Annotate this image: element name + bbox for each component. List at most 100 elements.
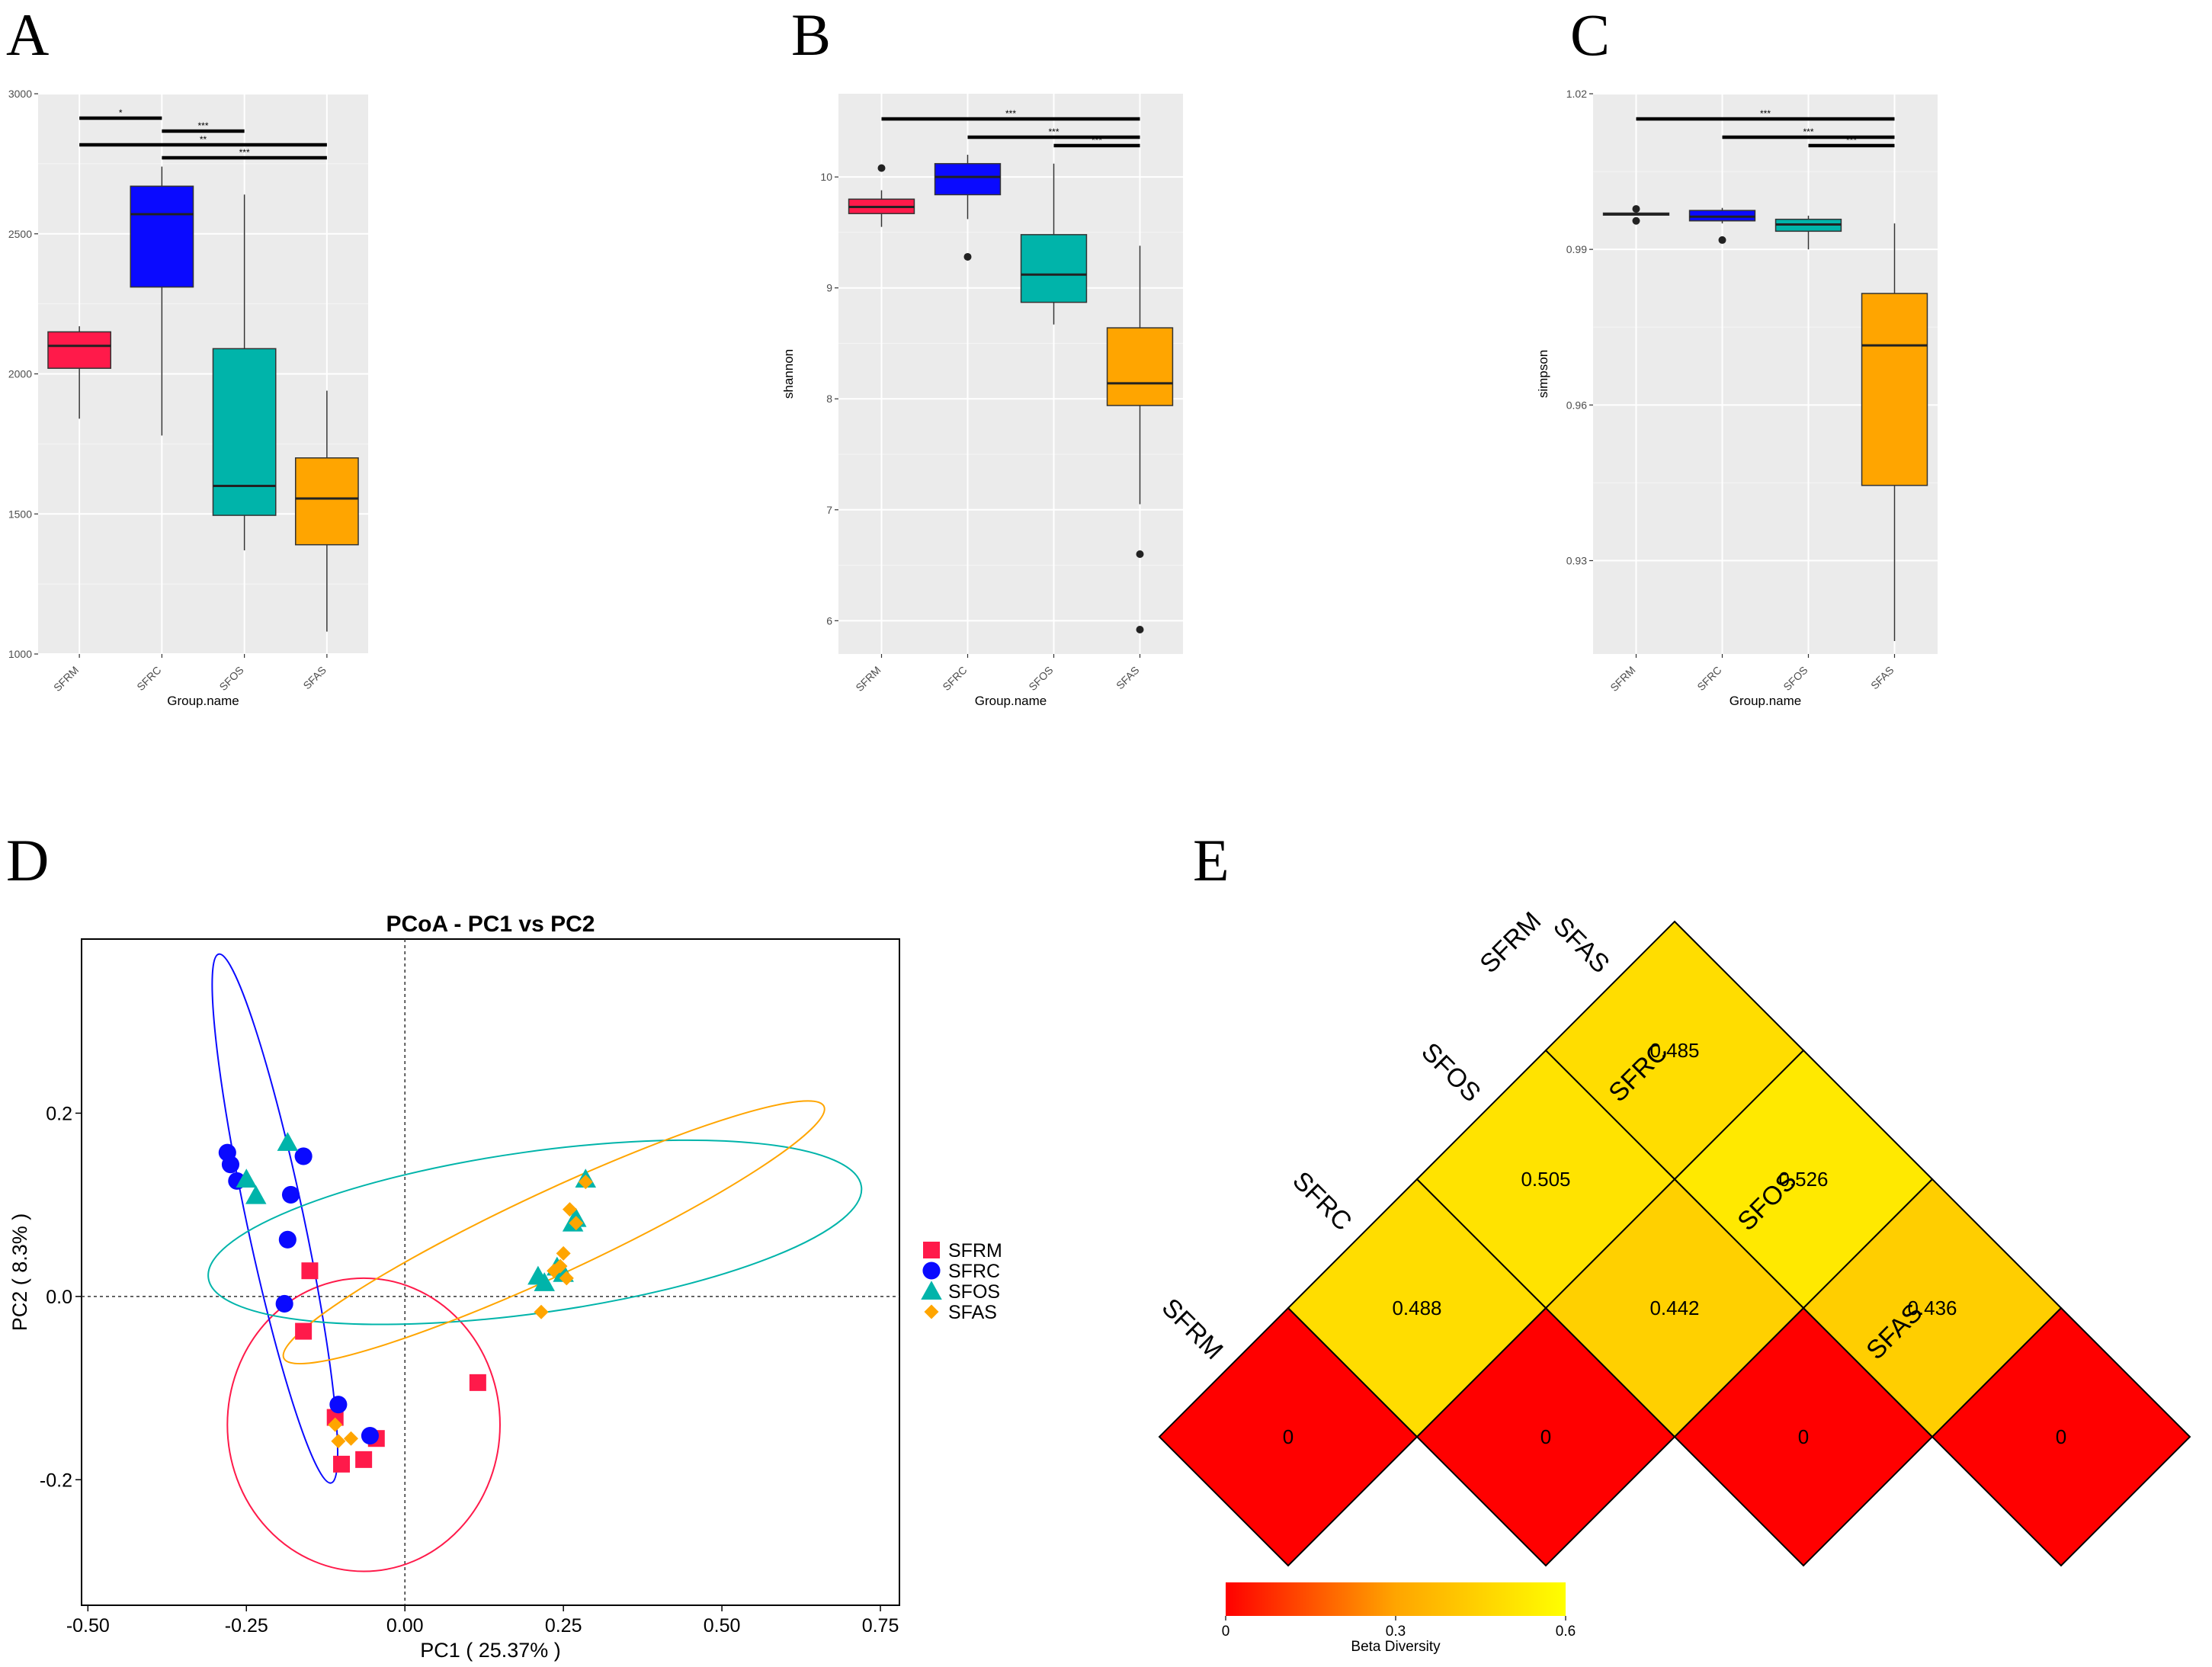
heatmap-value: 0.436	[1907, 1297, 1957, 1319]
heatmap-value: 0.526	[1778, 1168, 1828, 1191]
colorbar-title: Beta Diversity	[1351, 1639, 1441, 1655]
y-tick-label: 8	[826, 393, 832, 405]
point-sfrm	[301, 1262, 319, 1280]
significance-label: ***	[239, 147, 250, 158]
point-sfrc	[221, 1156, 240, 1174]
x-tick-label: 0.50	[704, 1615, 741, 1637]
point-sfos	[245, 1185, 267, 1204]
x-tick-label: 0.25	[545, 1615, 582, 1637]
box-sfos	[1020, 234, 1088, 303]
panel-b-shannon-boxplot: 6 7 8 9 10 SFRM SFRC SFOS SFAS *** *** *** Group.nam…	[781, 94, 1183, 708]
panel-d-pcoa-scatter: PCoA - PC1 vs PC2 -0.50 -0.25 0.00 0.25 0.50 0…	[8, 912, 1002, 1662]
x-tick-label: SFRM	[1608, 664, 1637, 694]
box-sfrc	[130, 185, 194, 288]
point-sfas	[534, 1304, 549, 1319]
outlier-point	[1718, 236, 1726, 244]
point-sfas	[562, 1202, 577, 1217]
significance-label: ***	[197, 120, 208, 131]
y-tick-label: 7	[826, 504, 832, 516]
box-sfrc	[934, 162, 1002, 196]
panel-label-b: B	[791, 2, 831, 68]
x-tick-label: 0.75	[862, 1615, 899, 1637]
heatmap-value: 0.505	[1521, 1168, 1570, 1191]
panel-label-c: C	[1570, 2, 1610, 68]
box-sfos	[212, 348, 277, 516]
heatmap-row-label: SFRC	[1287, 1166, 1357, 1236]
y-axis-title: shannon	[781, 349, 796, 399]
heatmap-value: 0	[2056, 1425, 2066, 1448]
point-sfrc	[329, 1396, 348, 1414]
significance-label: **	[200, 134, 207, 145]
significance-label: ***	[1846, 135, 1857, 146]
heatmap-value: 0	[1798, 1425, 1809, 1448]
x-axis-title: Group.name	[1730, 694, 1802, 708]
point-sfrc	[275, 1294, 293, 1313]
y-axis-title: PC2 ( 8.3% )	[8, 1213, 31, 1332]
panel-label-a: A	[6, 2, 49, 68]
point-sfas	[569, 1216, 584, 1231]
point-sfrc	[294, 1147, 313, 1165]
y-tick-label: 3000	[8, 88, 32, 100]
significance-label: ***	[1760, 108, 1771, 119]
legend-label: SFOS	[948, 1281, 1000, 1303]
outlier-point	[1632, 205, 1640, 213]
box-sfas	[1106, 327, 1174, 406]
x-tick-label: SFRC	[1694, 664, 1723, 693]
x-tick-label: SFRC	[940, 664, 969, 693]
point-sfrc	[281, 1185, 300, 1204]
x-axis-title: Group.name	[167, 694, 239, 708]
significance-label: ***	[1005, 108, 1016, 119]
point-sfas	[328, 1417, 343, 1432]
colorbar-tick-label: 0.3	[1386, 1624, 1406, 1640]
ellipse-sfrm	[226, 1277, 501, 1572]
point-sfrm	[355, 1451, 373, 1468]
point-sfas	[553, 1258, 568, 1274]
y-tick-label: 2000	[8, 368, 32, 380]
x-tick-label: SFOS	[1026, 664, 1055, 693]
colorbar	[1226, 1582, 1566, 1616]
heatmap-value: 0	[1540, 1425, 1551, 1448]
panel-label-e: E	[1193, 827, 1229, 893]
y-tick-label: 9	[826, 282, 832, 294]
legend-label: SFAS	[948, 1302, 997, 1323]
outlier-point	[877, 164, 886, 172]
panel-c-simpson-boxplot: 0.93 0.96 0.99 1.02 SFRM SFRC SFOS SFAS *** *** **…	[1536, 88, 1938, 708]
heatmap-value: 0	[1283, 1425, 1294, 1448]
heatmap-row-label: SFRM	[1156, 1293, 1229, 1365]
legend-marker-sfos	[921, 1281, 942, 1300]
x-tick-label: SFAS	[1868, 664, 1896, 692]
point-sfos	[277, 1132, 299, 1151]
y-tick-label: 0.93	[1566, 555, 1587, 567]
x-tick-label: SFAS	[1114, 664, 1142, 692]
ellipse-sfrc	[211, 953, 339, 1484]
point-sfas	[556, 1245, 571, 1261]
x-tick-label: SFRC	[134, 664, 163, 693]
point-sfrc	[278, 1230, 297, 1249]
legend-marker-sfrm	[923, 1242, 940, 1258]
outlier-point	[963, 252, 972, 261]
point-sfrm	[333, 1455, 351, 1473]
panel-label-d: D	[6, 827, 49, 893]
x-tick-label: -0.25	[225, 1615, 268, 1637]
point-sfrc	[361, 1427, 380, 1445]
point-sfas	[331, 1434, 346, 1449]
heatmap-value: 0.485	[1649, 1039, 1699, 1062]
ellipse-sfas	[282, 1100, 825, 1365]
significance-label: ***	[1803, 127, 1813, 137]
significance-label: *	[119, 107, 123, 118]
y-tick-label: -0.2	[40, 1470, 72, 1491]
y-tick-label: 0.96	[1566, 399, 1587, 411]
point-sfas	[559, 1271, 574, 1286]
outlier-point	[1136, 625, 1144, 633]
outlier-point	[1136, 550, 1144, 559]
y-tick-label: 6	[826, 614, 832, 627]
point-sfrm	[469, 1374, 486, 1391]
heatmap-cell	[1544, 920, 1805, 1181]
y-tick-label: 2500	[8, 228, 32, 240]
x-tick-label: SFAS	[300, 664, 329, 692]
x-tick-label: SFOS	[1781, 664, 1810, 693]
point-sfos	[236, 1169, 258, 1188]
